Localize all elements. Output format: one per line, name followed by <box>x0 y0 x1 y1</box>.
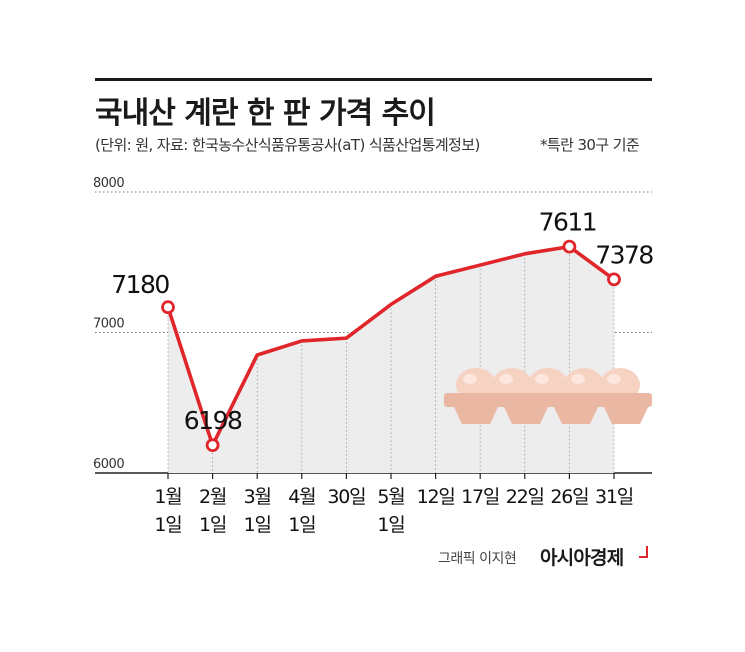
chart-title: 국내산 계란 한 판 가격 추이 <box>95 96 436 131</box>
area-fill <box>168 246 614 473</box>
x-tick-label: 1일 <box>154 514 181 536</box>
chart-note: *특란 30구 기준 <box>540 136 640 154</box>
x-tick-label: 4월 <box>288 486 315 508</box>
egg-tray-illustration <box>444 368 652 424</box>
data-label: 6198 <box>184 406 242 435</box>
y-tick-label: 6000 <box>93 457 124 472</box>
brand-logo: 아시아경제 <box>540 547 624 569</box>
data-label: 7611 <box>539 208 597 237</box>
x-tick-label: 1일 <box>288 514 315 536</box>
data-point <box>607 272 621 287</box>
x-tick-label: 5월 <box>377 486 404 508</box>
x-tick-label: 30일 <box>327 486 365 508</box>
x-tick-label: 12일 <box>417 486 455 508</box>
x-tick-label: 31일 <box>595 486 633 508</box>
x-tick-label: 3월 <box>244 486 271 508</box>
x-tick-label: 22일 <box>506 486 544 508</box>
data-label: 7378 <box>595 240 653 269</box>
x-tick-label: 2월 <box>199 486 226 508</box>
x-tick-label: 17일 <box>461 486 499 508</box>
data-point <box>562 239 577 254</box>
x-tick-label: 1월 <box>154 486 181 508</box>
data-label: 7180 <box>111 270 169 299</box>
x-tick-label: 1일 <box>244 514 271 536</box>
brand-mark-icon <box>639 546 648 558</box>
data-point <box>161 300 175 315</box>
series-line <box>166 244 616 447</box>
title-rule <box>95 78 652 81</box>
y-tick-label: 8000 <box>93 176 124 191</box>
data-point <box>205 438 220 453</box>
x-tick-label: 1일 <box>199 514 226 536</box>
y-tick-label: 7000 <box>93 317 124 332</box>
x-tick-label: 1일 <box>377 514 404 536</box>
x-tick-label: 26일 <box>550 486 588 508</box>
graphic-credit: 그래픽 이지현 <box>438 551 517 567</box>
chart-subtitle: (단위: 원, 자료: 한국농수산식품유통공사(aT) 식품산업통계정보) <box>95 136 480 154</box>
